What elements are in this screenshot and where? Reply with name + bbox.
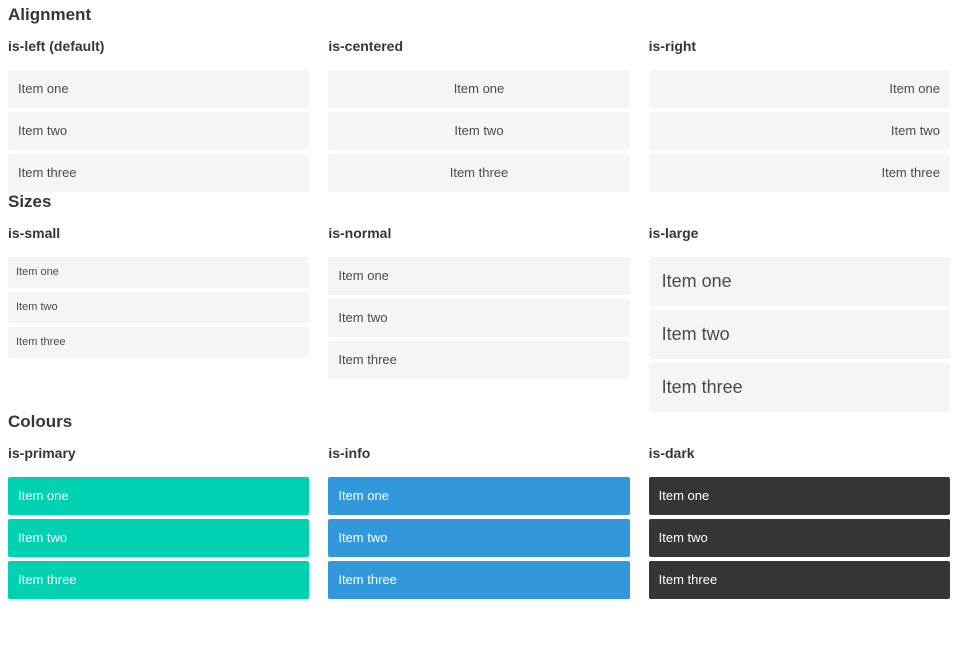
list-item: Item one bbox=[8, 477, 310, 515]
list-item: Item three bbox=[648, 363, 950, 412]
item-list: Item one Item two Item three bbox=[328, 257, 630, 379]
list-item: Item three bbox=[8, 561, 310, 599]
list-item: Item two bbox=[328, 112, 630, 150]
list-item: Item three bbox=[8, 154, 310, 192]
column-label: is-info bbox=[328, 445, 371, 461]
list-item: Item two bbox=[648, 112, 950, 150]
sizes-grid: is-small Item one Item two Item three is… bbox=[8, 212, 950, 412]
column-is-small: is-small Item one Item two Item three bbox=[8, 212, 310, 358]
item-list: Item one Item two Item three bbox=[648, 257, 950, 412]
column-is-left: is-left (default) Item one Item two Item… bbox=[8, 25, 310, 192]
column-is-centered: is-centered Item one Item two Item three bbox=[328, 25, 630, 192]
column-label: is-right bbox=[648, 38, 697, 54]
column-label: is-left (default) bbox=[8, 38, 105, 54]
list-item: Item two bbox=[328, 299, 630, 337]
column-label: is-normal bbox=[328, 225, 392, 241]
column-is-right: is-right Item one Item two Item three bbox=[648, 25, 950, 192]
list-item: Item one bbox=[648, 257, 950, 306]
list-item: Item one bbox=[648, 70, 950, 108]
section-title: Sizes bbox=[8, 192, 52, 211]
column-label: is-dark bbox=[648, 445, 695, 461]
list-item: Item three bbox=[648, 154, 950, 192]
column-label: is-centered bbox=[328, 38, 404, 54]
column-is-primary: is-primary Item one Item two Item three bbox=[8, 432, 310, 599]
item-list: Item one Item two Item three bbox=[8, 257, 310, 358]
section-title: Alignment bbox=[8, 5, 92, 24]
column-is-normal: is-normal Item one Item two Item three bbox=[328, 212, 630, 379]
list-item: Item two bbox=[8, 292, 310, 323]
section-sizes: Sizes is-small Item one Item two Item th… bbox=[8, 192, 950, 412]
column-is-dark: is-dark Item one Item two Item three bbox=[648, 432, 950, 599]
column-is-info: is-info Item one Item two Item three bbox=[328, 432, 630, 599]
item-list: Item one Item two Item three bbox=[8, 70, 310, 192]
column-is-large: is-large Item one Item two Item three bbox=[648, 212, 950, 412]
colours-grid: is-primary Item one Item two Item three … bbox=[8, 432, 950, 599]
list-item: Item one bbox=[328, 70, 630, 108]
list-item: Item two bbox=[648, 310, 950, 359]
item-list: Item one Item two Item three bbox=[648, 477, 950, 599]
item-list: Item one Item two Item three bbox=[328, 70, 630, 192]
alignment-grid: is-left (default) Item one Item two Item… bbox=[8, 25, 950, 192]
item-list: Item one Item two Item three bbox=[8, 477, 310, 599]
list-item: Item one bbox=[648, 477, 950, 515]
column-label: is-large bbox=[648, 225, 699, 241]
section-title: Colours bbox=[8, 412, 73, 431]
list-item: Item one bbox=[8, 70, 310, 108]
column-label: is-primary bbox=[8, 445, 76, 461]
section-alignment: Alignment is-left (default) Item one Ite… bbox=[8, 5, 950, 192]
list-item: Item three bbox=[328, 154, 630, 192]
item-list: Item one Item two Item three bbox=[328, 477, 630, 599]
list-item: Item two bbox=[8, 519, 310, 557]
list-item: Item three bbox=[8, 327, 310, 358]
list-item: Item three bbox=[328, 341, 630, 379]
list-item: Item one bbox=[8, 257, 310, 288]
list-item: Item two bbox=[328, 519, 630, 557]
list-item: Item one bbox=[328, 477, 630, 515]
list-item: Item one bbox=[328, 257, 630, 295]
list-item: Item three bbox=[648, 561, 950, 599]
item-list: Item one Item two Item three bbox=[648, 70, 950, 192]
list-item: Item three bbox=[328, 561, 630, 599]
list-item: Item two bbox=[648, 519, 950, 557]
list-item: Item two bbox=[8, 112, 310, 150]
section-colours: Colours is-primary Item one Item two Ite… bbox=[8, 412, 950, 599]
column-label: is-small bbox=[8, 225, 61, 241]
